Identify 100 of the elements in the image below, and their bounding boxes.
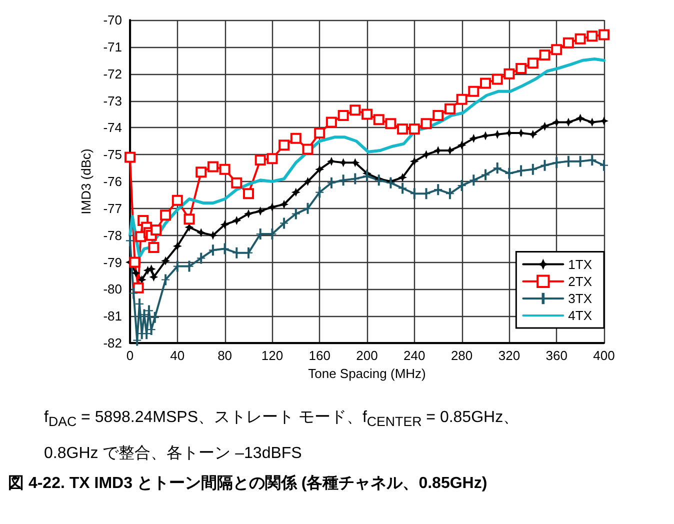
point: [219, 164, 230, 175]
point: [444, 103, 456, 114]
point: [326, 116, 337, 128]
y-tick-label: -75: [103, 147, 122, 162]
point: [540, 122, 550, 131]
point: [266, 153, 278, 164]
text: f$_{DAC}$ = 5898.24MSPS、ストレート モード、f$_{CENTER}$ = 0.85GHz、: [44, 408, 520, 432]
point: [492, 74, 503, 85]
x-tick-label: 40: [170, 348, 185, 363]
x-tick-label: 320: [498, 348, 520, 363]
point: [315, 164, 324, 174]
point: [208, 230, 218, 240]
point: [132, 282, 144, 294]
point: [397, 124, 408, 135]
legend-label: 2TX: [568, 274, 592, 289]
point: [588, 118, 597, 127]
point: [588, 154, 596, 166]
point: [552, 157, 561, 168]
point: [458, 180, 466, 192]
point: [304, 202, 312, 214]
point: [562, 37, 574, 48]
point: [470, 174, 478, 186]
point: [598, 29, 610, 40]
x-tick-label: 200: [356, 348, 378, 363]
point: [551, 44, 562, 56]
y-axis-title: IMD3 (dBc): [78, 148, 94, 214]
point: [410, 156, 419, 166]
legend-label: 1TX: [568, 256, 592, 272]
y-tick-label: -70: [103, 12, 122, 28]
point: [456, 94, 468, 105]
point: [291, 188, 300, 197]
point: [517, 165, 526, 176]
y-tick-label: -73: [103, 93, 122, 108]
point: [446, 188, 454, 200]
point: [600, 116, 608, 126]
point: [161, 256, 170, 266]
point: [420, 118, 432, 130]
point: [280, 218, 288, 229]
point: [326, 156, 336, 166]
point: [256, 206, 265, 216]
point: [385, 118, 396, 130]
y-tick-label: -78: [103, 228, 122, 243]
point: [362, 108, 372, 120]
point: [516, 62, 527, 74]
point: [574, 33, 586, 44]
point: [148, 242, 160, 253]
point: [339, 174, 348, 186]
point: [254, 154, 266, 166]
point: [162, 274, 170, 286]
legend-label: 3TX: [568, 291, 592, 306]
point: [196, 166, 207, 178]
x-tick-label: 0: [126, 348, 134, 363]
point: [303, 177, 312, 186]
x-tick-label: 360: [546, 348, 568, 363]
text: 0.8GHz で整合、各トーン –13dBFS: [44, 444, 303, 464]
y-tick-label: -76: [103, 174, 122, 189]
point: [196, 228, 206, 238]
y-tick-label: -71: [103, 39, 122, 54]
point: [422, 150, 431, 160]
x-tick-label: 120: [261, 348, 284, 363]
point: [398, 172, 408, 182]
y-tick-label: -80: [103, 282, 122, 297]
point: [147, 324, 156, 336]
x-tick-label: 240: [404, 348, 426, 363]
point: [124, 152, 136, 163]
point: [504, 68, 515, 80]
point: [434, 184, 442, 196]
x-tick-label: 280: [450, 348, 473, 363]
point: [373, 114, 384, 126]
point: [278, 140, 290, 151]
point: [243, 188, 254, 200]
legend-label: 4TX: [568, 308, 592, 323]
x-tick-label: 80: [218, 348, 232, 363]
point: [149, 272, 158, 282]
point: [527, 58, 538, 69]
point: [133, 334, 142, 346]
point: [150, 224, 162, 236]
point: [338, 110, 349, 122]
y-tick-label: -82: [103, 336, 122, 350]
point: [290, 132, 302, 144]
y-tick-label: -74: [103, 120, 122, 136]
point: [468, 86, 480, 97]
point: [408, 124, 420, 135]
point: [172, 194, 183, 206]
point: [129, 256, 140, 268]
point: [220, 243, 229, 254]
point: [160, 210, 172, 221]
point: [374, 174, 383, 186]
y-tick-label: -72: [103, 66, 122, 82]
point: [350, 104, 361, 116]
point: [540, 160, 549, 171]
point: [208, 244, 217, 256]
point: [539, 49, 550, 60]
y-tick-label: -81: [103, 308, 122, 324]
point: [528, 164, 537, 175]
point: [316, 186, 324, 198]
point: [130, 288, 138, 299]
point: [268, 202, 277, 212]
x-axis-title: Tone Spacing (MHz): [308, 366, 426, 381]
point: [197, 252, 206, 264]
